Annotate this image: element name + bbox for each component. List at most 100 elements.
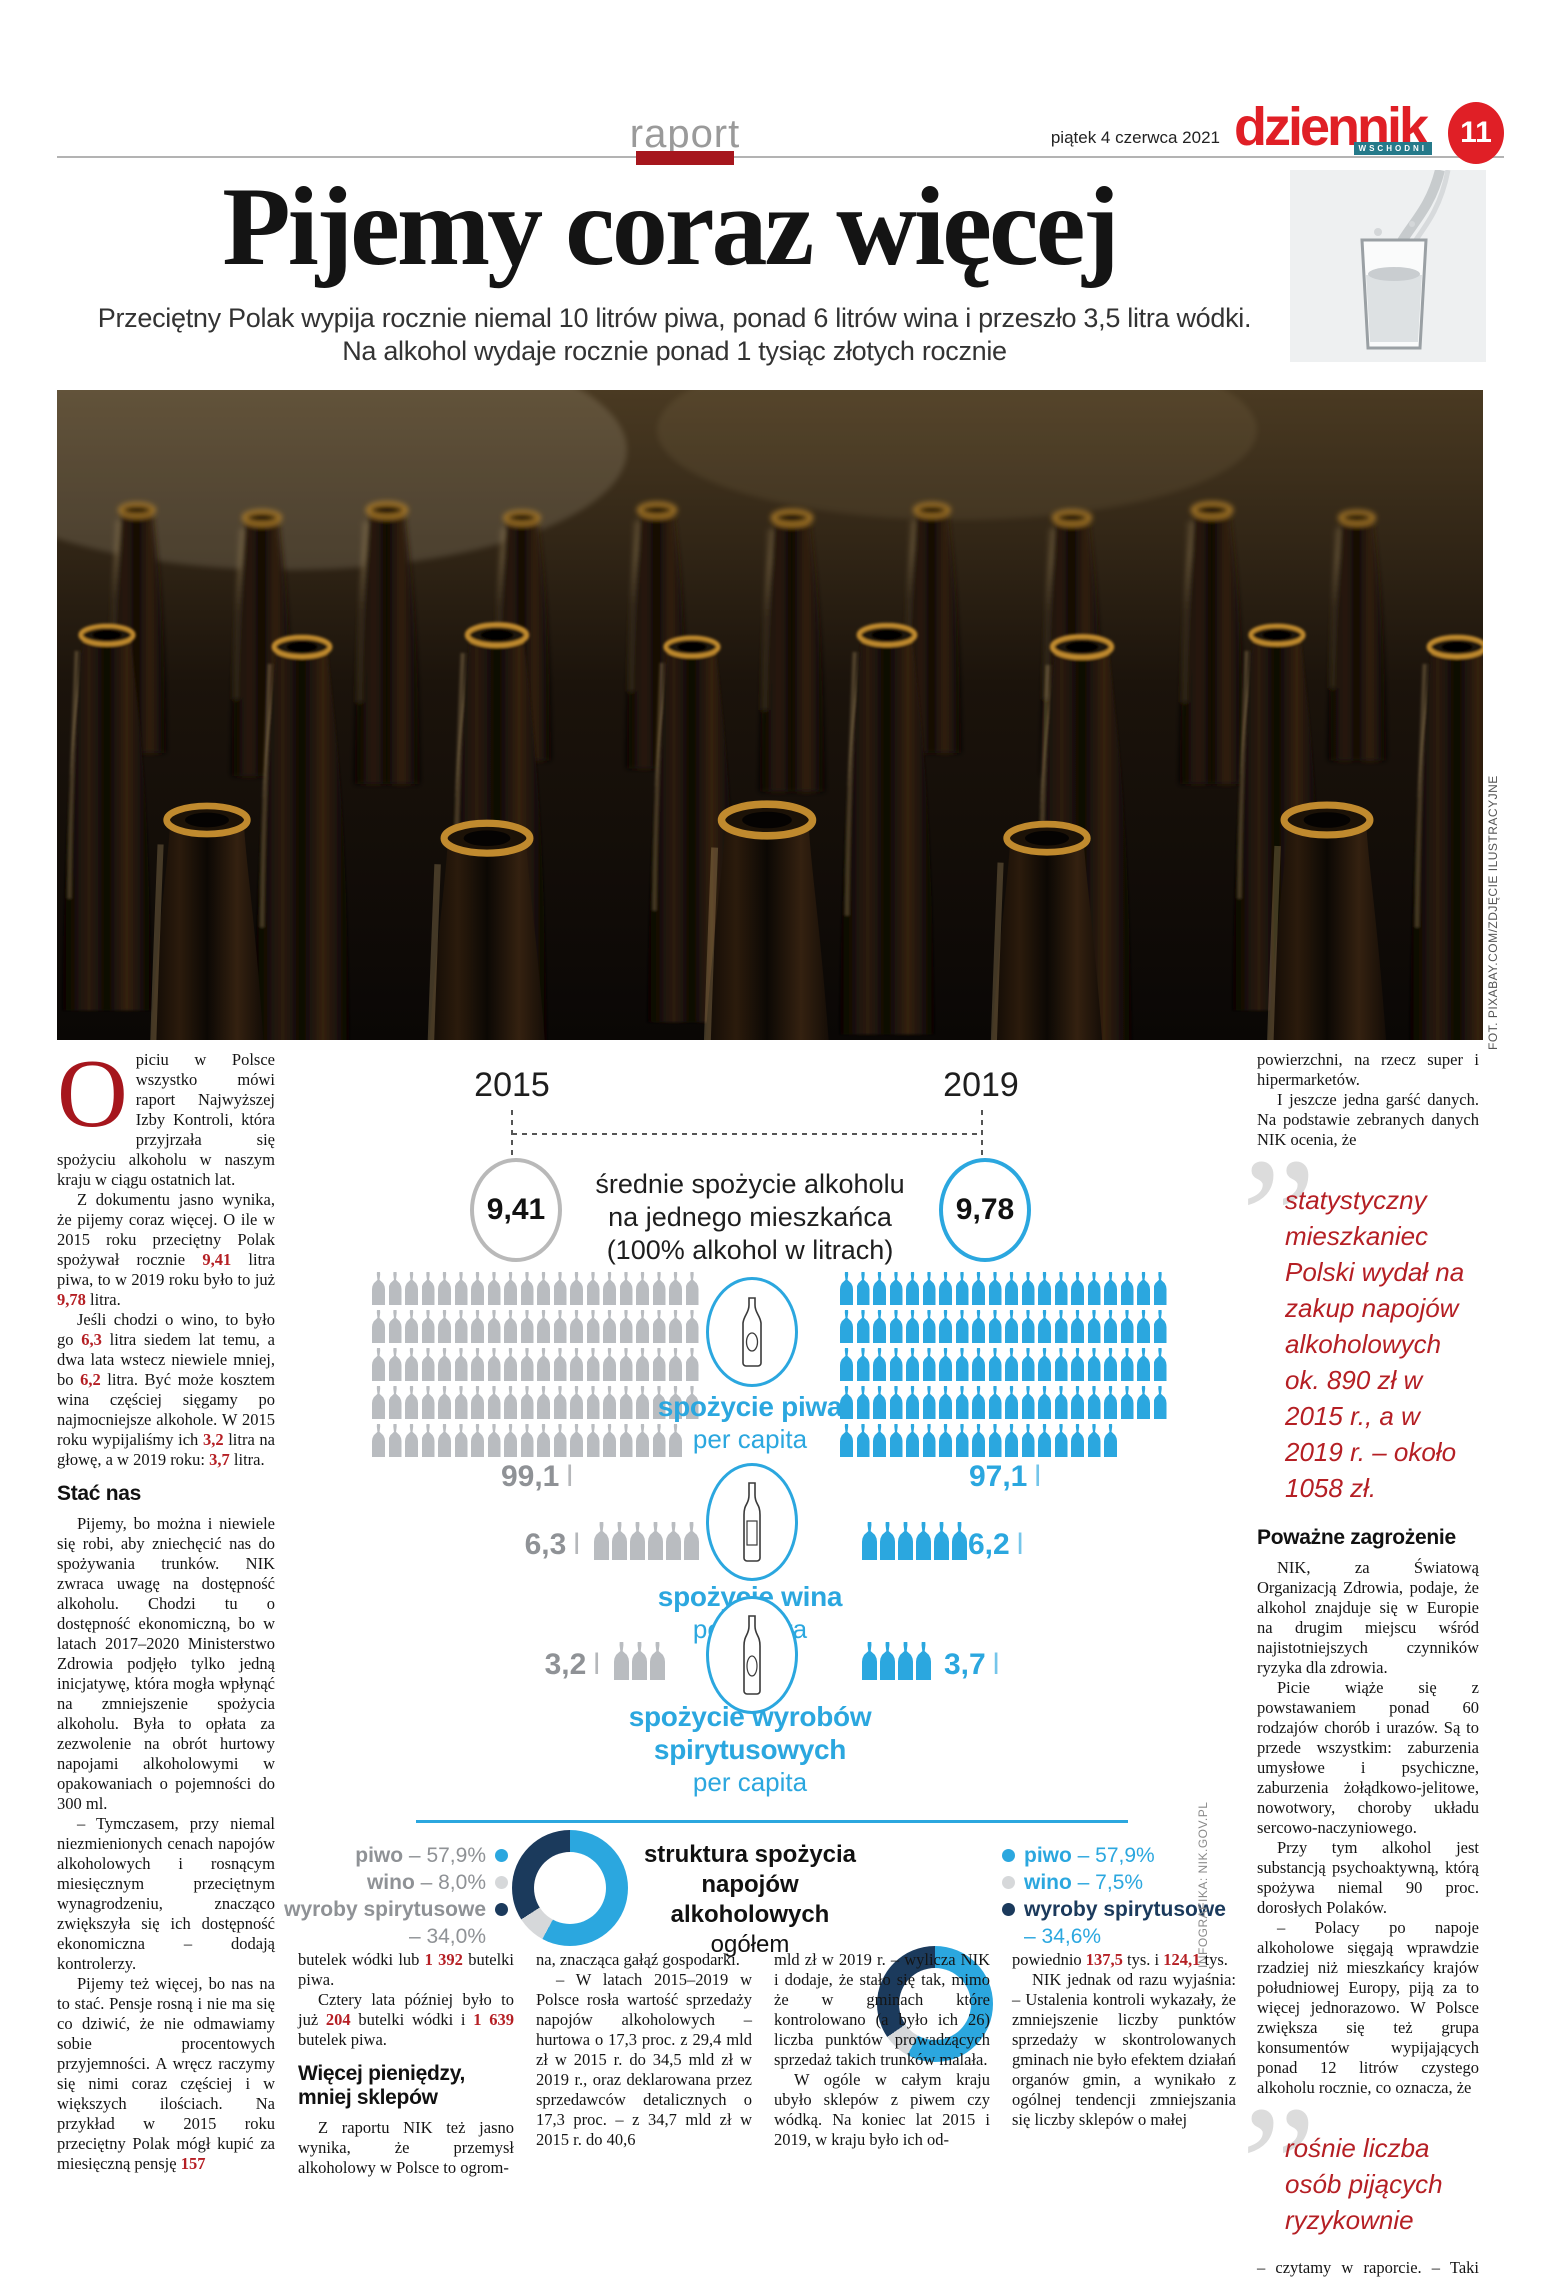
beer-value-2015-number: 99,1	[500, 1460, 560, 1493]
bottle-pictogram	[1054, 1386, 1068, 1419]
bottle-pictogram	[612, 1522, 627, 1560]
bottle-pictogram	[856, 1348, 870, 1381]
bottle-pictogram	[372, 1310, 385, 1343]
bottle-pictogram	[603, 1310, 616, 1343]
section-heading: Poważne zagrożenie	[1257, 1526, 1456, 1549]
bottle-pictogram	[1087, 1272, 1101, 1305]
bottle-pictogram	[1153, 1348, 1167, 1381]
bottle-pictogram	[421, 1310, 435, 1343]
bottle-pictogram	[988, 1386, 1002, 1419]
bottle-pictogram	[1153, 1386, 1167, 1419]
bottle-pictogram	[1005, 1348, 1018, 1381]
bottle-pictogram	[586, 1310, 600, 1343]
bottle-pictogram	[906, 1424, 919, 1457]
bottle-pictogram	[955, 1424, 969, 1457]
bottle-pictogram	[1021, 1348, 1035, 1381]
bottle-pictogram	[537, 1272, 550, 1305]
masthead-subtitle: WSCHODNI	[1353, 142, 1432, 155]
infographic-credit: INFOGRAFIKA: NIK.GOV.PL	[1196, 1801, 1210, 1968]
bottle-pictogram	[1071, 1348, 1084, 1381]
bottle-pictogram	[1038, 1348, 1051, 1381]
bottle-pictogram	[922, 1310, 936, 1343]
bottle-pictogram	[934, 1522, 949, 1560]
bottle-pictogram	[1087, 1386, 1101, 1419]
bottle-pictogram	[454, 1272, 468, 1305]
page-number-badge: 11	[1448, 102, 1504, 164]
bottle-pictogram	[939, 1424, 952, 1457]
bottle-pictogram	[898, 1642, 913, 1680]
bottle-pictogram	[388, 1348, 402, 1381]
bottle-pictogram	[471, 1424, 484, 1457]
donut-title-line2: napojów	[701, 1871, 799, 1898]
bottle-pictogram	[988, 1310, 1002, 1343]
bottle-pictogram	[1104, 1310, 1117, 1343]
avg-value-2015: 9,41	[486, 1193, 546, 1226]
bottle-pictogram	[939, 1386, 952, 1419]
bottle-pictogram	[666, 1522, 681, 1560]
wine-bottle-row-2019	[862, 1522, 970, 1560]
beer-caption-sublabel: per capita	[692, 1424, 808, 1454]
legend-dot-icon	[1002, 1903, 1015, 1916]
article-column-4: mld zł w 2019 r. – wylicza NIK i dodaje,…	[774, 1950, 990, 2150]
bottle-pictogram	[1021, 1386, 1035, 1419]
paragraph: Pijemy, bo można i niewiele się robi, ab…	[57, 1514, 275, 1813]
paragraph: – czytamy w raporcie. – Taki model picia…	[1257, 2258, 1479, 2281]
bottle-pictogram	[1120, 1310, 1134, 1343]
legend-dot-icon	[495, 1876, 508, 1889]
bottle-pictogram	[537, 1348, 550, 1381]
article-column-3: na, znacząca gałąź gospodarki. – W latach…	[536, 1950, 752, 2150]
legend-row: wyroby spirytusowe	[1002, 1896, 1226, 1923]
bottle-pictogram	[520, 1424, 534, 1457]
bottle-pictogram	[922, 1424, 936, 1457]
bottle-pictogram	[1137, 1310, 1150, 1343]
bottle-pictogram	[454, 1310, 468, 1343]
wine-value-2015: 6,3 l	[470, 1528, 580, 1562]
bottle-pictogram	[1021, 1310, 1035, 1343]
bottle-pictogram	[520, 1386, 534, 1419]
bottle-pictogram	[972, 1424, 985, 1457]
paragraph: Z raportu NIK też jasno wynika, że przem…	[298, 2118, 514, 2177]
bottle-pictogram	[405, 1348, 418, 1381]
donut-title-line3: alkoholowych	[670, 1901, 830, 1928]
bottle-pictogram	[1137, 1348, 1150, 1381]
quote-mark-icon: „	[1241, 1028, 1317, 1216]
header-rule	[57, 156, 1504, 158]
bottle-pictogram	[405, 1424, 418, 1457]
bottle-pictogram	[955, 1386, 969, 1419]
bottle-pictogram	[388, 1272, 402, 1305]
issue-date: piątek 4 czerwca 2021	[1050, 128, 1220, 147]
headline: Pijemy coraz więcej	[222, 165, 1119, 289]
bottle-pictogram	[487, 1348, 501, 1381]
bottle-pictogram	[1005, 1386, 1018, 1419]
bottle-pictogram	[636, 1348, 649, 1381]
donut-title-line4: ogółem	[710, 1931, 790, 1958]
bottle-pictogram	[1153, 1310, 1167, 1343]
bottle-pictogram	[922, 1348, 936, 1381]
wine-value-2015-number: 6,3	[524, 1528, 567, 1561]
bottle-pictogram	[487, 1386, 501, 1419]
bottle-pictogram	[880, 1642, 895, 1680]
legend-row: piwo – 57,9%	[258, 1842, 508, 1869]
bottle-pictogram	[856, 1272, 870, 1305]
subhead: Przeciętny Polak wypija rocznie niemal 1…	[57, 302, 1292, 368]
spirits-caption-label2: spirytusowych	[653, 1734, 847, 1765]
spirits-caption: spożycie wyrobów spirytusowych per capit…	[600, 1700, 900, 1798]
bottle-pictogram	[840, 1348, 853, 1381]
bottle-pictogram	[1104, 1424, 1117, 1457]
bottle-pictogram	[669, 1348, 682, 1381]
paragraph: powiednio 137,5 tys. i 124,1 tys.	[1012, 1950, 1228, 1969]
bottle-pictogram	[1104, 1386, 1117, 1419]
bottle-pictogram	[520, 1310, 534, 1343]
bottle-pictogram	[619, 1348, 633, 1381]
bottle-pictogram	[1038, 1424, 1051, 1457]
paragraph: – Tymczasem, przy niemal niezmienionych …	[57, 1814, 275, 1973]
bottle-pictogram	[586, 1348, 600, 1381]
bottle-pictogram	[1038, 1310, 1051, 1343]
bottle-pictogram	[471, 1348, 484, 1381]
beer-bottle-grid-2015	[372, 1272, 708, 1462]
wine-bottle-row-2015	[594, 1522, 702, 1560]
paragraph: na, znacząca gałąź gospodarki.	[536, 1950, 740, 1969]
paragraph: W ogóle w całym kraju ubyło sklepów z pi…	[774, 2070, 990, 2149]
bottle-pictogram	[840, 1272, 853, 1305]
subhead-line2: Na alkohol wydaje rocznie ponad 1 tysiąc…	[342, 336, 1007, 366]
